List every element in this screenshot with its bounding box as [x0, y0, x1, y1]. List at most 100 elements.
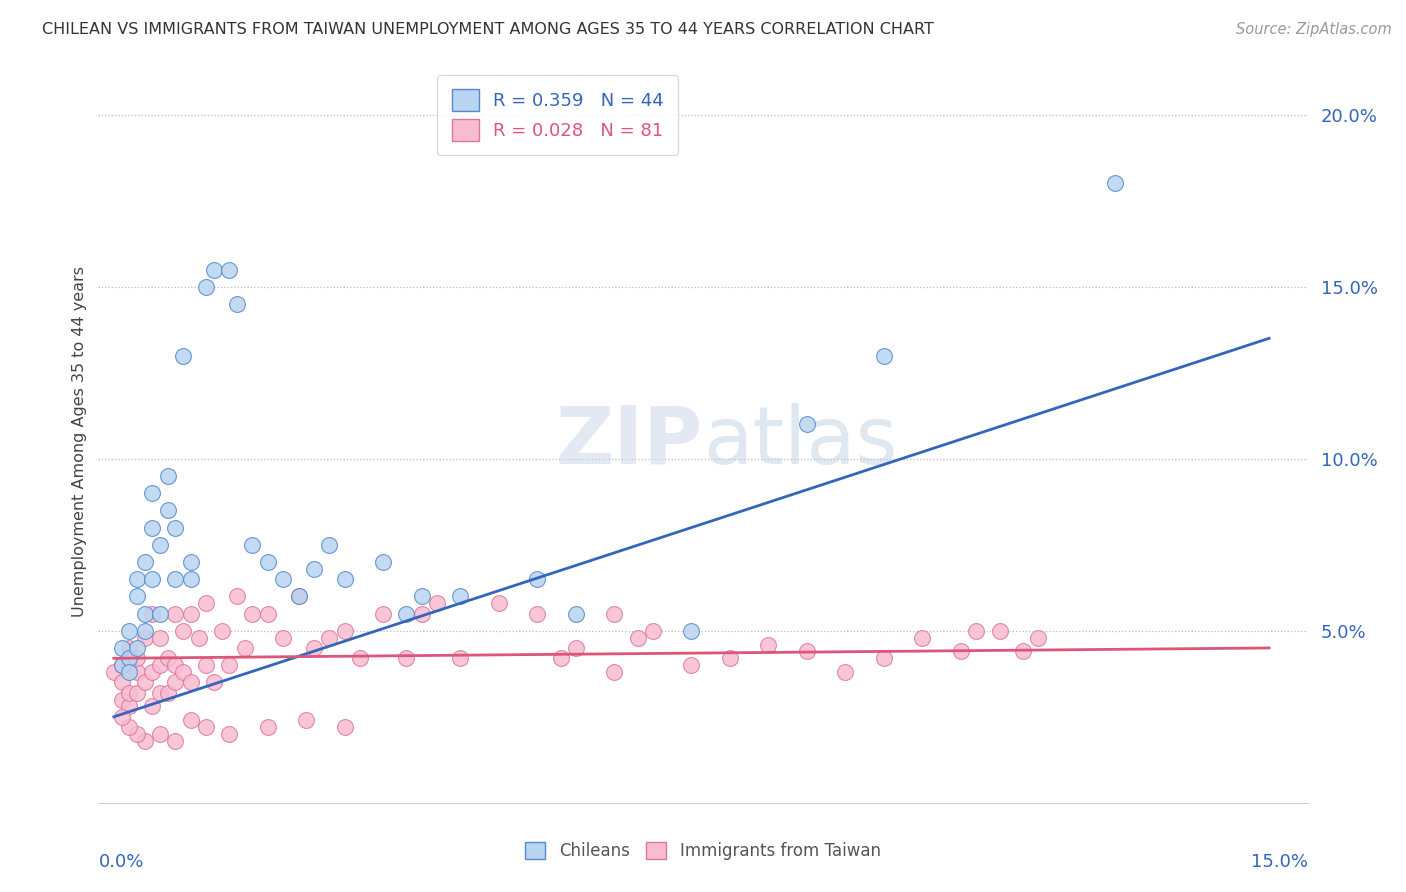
- Point: [149, 686, 172, 700]
- Point: [373, 555, 395, 569]
- Point: [758, 638, 780, 652]
- Point: [180, 675, 202, 690]
- Point: [149, 658, 172, 673]
- Point: [187, 631, 209, 645]
- Point: [257, 607, 280, 621]
- Point: [125, 590, 148, 604]
- Point: [172, 349, 194, 363]
- Point: [295, 713, 318, 727]
- Point: [180, 555, 202, 569]
- Point: [488, 596, 510, 610]
- Point: [172, 665, 194, 679]
- Point: [218, 658, 240, 673]
- Point: [796, 644, 818, 658]
- Point: [110, 675, 132, 690]
- Point: [202, 675, 225, 690]
- Point: [641, 624, 664, 638]
- Point: [118, 699, 141, 714]
- Point: [257, 555, 280, 569]
- Point: [125, 727, 148, 741]
- Point: [411, 590, 433, 604]
- Point: [333, 720, 356, 734]
- Point: [911, 631, 934, 645]
- Point: [125, 572, 148, 586]
- Text: atlas: atlas: [703, 402, 897, 481]
- Point: [318, 631, 340, 645]
- Point: [211, 624, 233, 638]
- Point: [195, 279, 218, 293]
- Point: [271, 631, 294, 645]
- Point: [226, 297, 249, 311]
- Point: [165, 607, 187, 621]
- Point: [149, 727, 172, 741]
- Point: [395, 607, 418, 621]
- Point: [218, 727, 240, 741]
- Text: Source: ZipAtlas.com: Source: ZipAtlas.com: [1236, 22, 1392, 37]
- Point: [180, 572, 202, 586]
- Point: [165, 675, 187, 690]
- Point: [134, 555, 156, 569]
- Text: ZIP: ZIP: [555, 402, 703, 481]
- Point: [110, 658, 132, 673]
- Legend: Chileans, Immigrants from Taiwan: Chileans, Immigrants from Taiwan: [519, 835, 887, 867]
- Point: [603, 665, 626, 679]
- Point: [141, 486, 163, 500]
- Point: [125, 651, 148, 665]
- Point: [195, 658, 218, 673]
- Point: [118, 658, 141, 673]
- Point: [226, 590, 249, 604]
- Point: [271, 572, 294, 586]
- Point: [134, 631, 156, 645]
- Point: [565, 607, 588, 621]
- Point: [333, 624, 356, 638]
- Point: [156, 651, 179, 665]
- Point: [110, 710, 132, 724]
- Point: [180, 607, 202, 621]
- Point: [134, 624, 156, 638]
- Point: [149, 607, 172, 621]
- Point: [965, 624, 987, 638]
- Point: [110, 658, 132, 673]
- Point: [134, 607, 156, 621]
- Point: [125, 640, 148, 655]
- Point: [565, 640, 588, 655]
- Point: [626, 631, 648, 645]
- Point: [134, 734, 156, 748]
- Point: [873, 349, 896, 363]
- Point: [242, 538, 264, 552]
- Text: CHILEAN VS IMMIGRANTS FROM TAIWAN UNEMPLOYMENT AMONG AGES 35 TO 44 YEARS CORRELA: CHILEAN VS IMMIGRANTS FROM TAIWAN UNEMPL…: [42, 22, 934, 37]
- Point: [149, 631, 172, 645]
- Point: [118, 651, 141, 665]
- Point: [242, 607, 264, 621]
- Point: [526, 572, 548, 586]
- Point: [118, 686, 141, 700]
- Point: [988, 624, 1011, 638]
- Point: [110, 640, 132, 655]
- Point: [156, 686, 179, 700]
- Point: [603, 607, 626, 621]
- Point: [195, 720, 218, 734]
- Point: [373, 607, 395, 621]
- Point: [125, 686, 148, 700]
- Point: [718, 651, 741, 665]
- Point: [195, 596, 218, 610]
- Point: [165, 658, 187, 673]
- Point: [950, 644, 973, 658]
- Point: [118, 665, 141, 679]
- Point: [449, 590, 471, 604]
- Point: [550, 651, 572, 665]
- Point: [118, 720, 141, 734]
- Point: [1026, 631, 1049, 645]
- Point: [349, 651, 371, 665]
- Point: [796, 417, 818, 432]
- Text: 15.0%: 15.0%: [1250, 854, 1308, 871]
- Point: [172, 624, 194, 638]
- Point: [411, 607, 433, 621]
- Point: [141, 520, 163, 534]
- Point: [302, 562, 325, 576]
- Point: [218, 262, 240, 277]
- Point: [395, 651, 418, 665]
- Point: [125, 665, 148, 679]
- Point: [873, 651, 896, 665]
- Point: [118, 624, 141, 638]
